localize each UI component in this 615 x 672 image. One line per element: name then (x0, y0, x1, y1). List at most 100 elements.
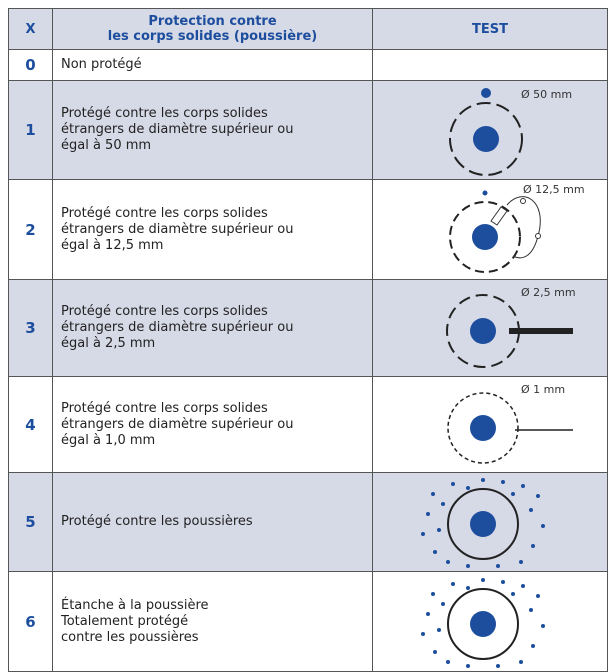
test-icon (421, 477, 545, 568)
icon-shape (482, 190, 488, 195)
icon-shape (421, 531, 425, 536)
description-line: étrangers de diamètre supérieur ou (61, 122, 294, 137)
description-line: égal à 1,0 mm (61, 432, 156, 448)
icon-shape (496, 663, 500, 668)
icon-shape (431, 491, 435, 496)
icon-shape (535, 232, 541, 239)
description-line: Protégé contre les corps solides (61, 205, 268, 221)
icon-shape (529, 507, 533, 512)
test-icon (421, 577, 545, 668)
row-test (372, 472, 608, 572)
description-line: Protégé contre les corps solides (61, 304, 268, 319)
row: 2 Protégé contre les corps solides étrange… (8, 179, 608, 280)
header-code: X (8, 8, 53, 50)
row: 0 Non protégé (8, 49, 608, 81)
test-icon: Ø 1 mm (447, 383, 573, 464)
icon-shape (511, 591, 515, 596)
test-icon: Ø 12,5 mm (449, 183, 585, 273)
icon-shape (470, 317, 496, 344)
test-icon: Ø 50 mm (449, 87, 572, 176)
icon-shape (433, 549, 437, 554)
header-description: Protection contre les corps solides (pous… (52, 8, 373, 50)
icon-shape (481, 87, 491, 98)
icon-shape (421, 577, 545, 668)
test-label: Ø 2,5 mm (521, 286, 576, 299)
row-description: Protégé contre les poussières (52, 472, 373, 572)
icon-shape (466, 485, 470, 490)
icon-shape (421, 477, 545, 568)
row: 6 Étanche à la poussière Totalement protég… (8, 571, 608, 672)
header-row: X Protection contre les corps solides (po… (8, 8, 608, 50)
icon-shape (472, 223, 498, 250)
row-code: 1 (8, 80, 53, 180)
description-line: Non protégé (61, 57, 142, 72)
description-line: Protégé contre les corps solides (61, 400, 268, 416)
row-test (372, 49, 608, 81)
test-label: Ø 1 mm (521, 383, 565, 396)
icon-shape (470, 610, 496, 637)
row-code: 6 (8, 571, 53, 672)
icon-shape (509, 327, 573, 334)
icon-shape (541, 623, 545, 628)
row-description: Étanche à la poussière Totalement protégé… (52, 571, 373, 672)
icon-shape (426, 511, 430, 516)
description-line: Protégé contre les corps solides (61, 106, 268, 121)
icon-shape (541, 523, 545, 528)
icon-shape (531, 643, 535, 648)
row-description: Protégé contre les corps solides étranger… (52, 376, 373, 473)
icon-shape (437, 527, 441, 532)
row-code: 3 (8, 279, 53, 377)
row-test: Ø 50 mm (372, 80, 608, 180)
icon-shape (536, 493, 540, 498)
icon-shape (501, 579, 505, 584)
icon-shape (449, 200, 521, 273)
icon-shape (451, 581, 455, 586)
icon-shape (501, 479, 505, 484)
description-line: égal à 50 mm (61, 138, 152, 153)
icon-shape (446, 659, 450, 664)
icon-shape (451, 481, 455, 486)
row-test: Ø 2,5 mm (372, 279, 608, 377)
icon-shape (441, 501, 445, 506)
row: 5 Protégé contre les poussières (8, 472, 608, 572)
icon-shape (470, 510, 496, 537)
icon-shape (521, 483, 525, 488)
icon-shape (519, 659, 523, 664)
icon-shape (466, 663, 470, 668)
test-label: Ø 12,5 mm (523, 183, 585, 196)
icon-shape (481, 577, 485, 582)
description-line: étrangers de diamètre supérieur ou (61, 221, 294, 237)
description-line: étrangers de diamètre supérieur ou (61, 320, 294, 335)
icon-shape (496, 563, 500, 568)
icon-shape (506, 195, 541, 258)
icon-shape (520, 197, 526, 204)
icon-shape (536, 593, 540, 598)
icon-shape (511, 491, 515, 496)
row-description: Protégé contre les corps solides étranger… (52, 80, 373, 180)
icon-shape (441, 601, 445, 606)
icon-shape (447, 391, 519, 464)
row: 1 Protégé contre les corps solides étrange… (8, 80, 608, 180)
header-line: Protection contre (148, 14, 277, 29)
icon-shape (426, 611, 430, 616)
icon-shape (433, 649, 437, 654)
icon-shape (447, 487, 519, 560)
icon-shape (466, 585, 470, 590)
icon-shape (519, 559, 523, 564)
header-line: les corps solides (poussière) (107, 29, 318, 44)
test-icon: Ø 2,5 mm (446, 286, 576, 368)
icon-shape (447, 587, 519, 660)
icon-shape (431, 591, 435, 596)
description-line: Totalement protégé (61, 613, 189, 629)
row-description: Protégé contre les corps solides étranger… (52, 279, 373, 377)
row-code: 4 (8, 376, 53, 473)
icon-shape (529, 607, 533, 612)
row-test (372, 571, 608, 672)
row-code: 2 (8, 179, 53, 280)
icon-shape (470, 414, 496, 441)
header-test: TEST (372, 8, 608, 50)
row-code: 5 (8, 472, 53, 572)
row-description: Non protégé (52, 49, 373, 81)
ip-table: X Protection contre les corps solides (po… (8, 8, 608, 672)
